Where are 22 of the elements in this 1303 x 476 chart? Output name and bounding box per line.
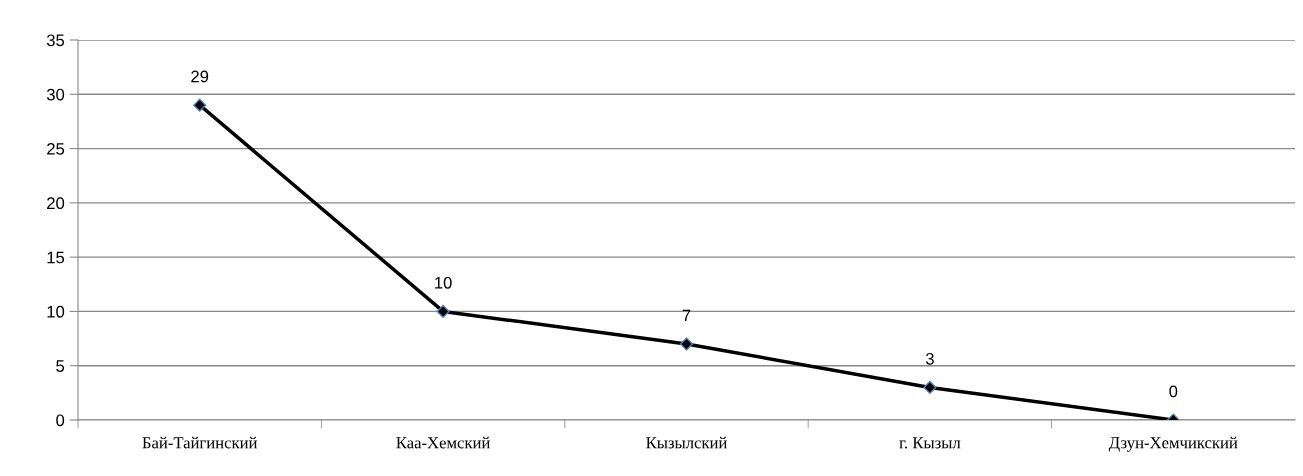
y-tick-label: 25	[47, 142, 65, 155]
data-label: 7	[682, 309, 691, 322]
y-tick-label: 15	[47, 251, 65, 264]
y-tick-label: 30	[46, 88, 65, 101]
x-tick-label: Каа-Хемский	[396, 436, 490, 449]
point	[923, 380, 937, 395]
data-label: 3	[925, 352, 934, 365]
y-tick-label: 0	[56, 414, 65, 427]
data-label: 29	[191, 70, 209, 83]
x-tick-label: Кызылский	[646, 436, 727, 449]
data-label: 10	[435, 276, 452, 289]
y-tick-label: 5	[56, 360, 65, 372]
point	[193, 98, 207, 112]
x-tick-label: Бай-Тайгинский	[142, 436, 258, 449]
y-tick-label: 35	[46, 34, 65, 47]
point	[679, 337, 694, 351]
x-tick-label: Дзун-Хемчикский	[1108, 436, 1238, 452]
y-tick-label: 20	[47, 197, 65, 210]
y-tick-label: 10	[47, 305, 65, 318]
x-tick-label: г. Кызыл	[899, 437, 961, 449]
point	[436, 304, 450, 319]
data-label: 0	[1169, 385, 1178, 398]
